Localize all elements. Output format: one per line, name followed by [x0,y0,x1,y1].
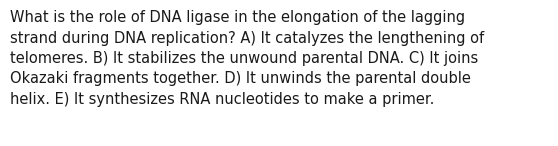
Text: What is the role of DNA ligase in the elongation of the lagging
strand during DN: What is the role of DNA ligase in the el… [10,10,484,107]
